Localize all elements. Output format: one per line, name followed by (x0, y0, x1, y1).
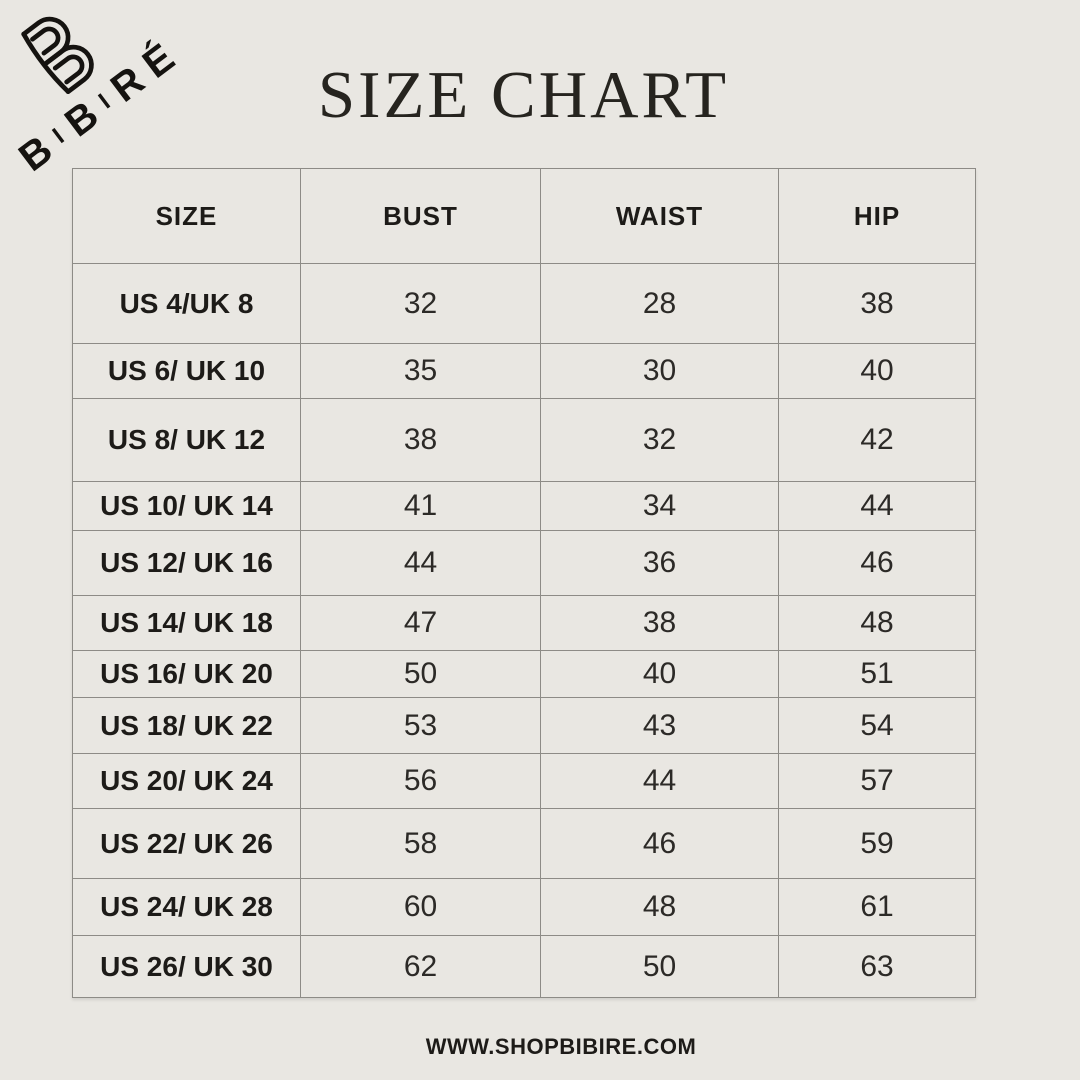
table-row: US 26/ UK 30 62 50 63 (72, 935, 976, 998)
table-row: US 16/ UK 20 50 40 51 (72, 650, 976, 698)
measurement-cell: 40 (540, 650, 779, 698)
brand-logo: BIBIRÉ (0, 0, 239, 228)
table-row: US 20/ UK 24 56 44 57 (72, 753, 976, 809)
measurement-cell: 58 (300, 808, 541, 879)
measurement-cell: 59 (778, 808, 976, 879)
measurement-cell: 63 (778, 935, 976, 998)
size-label-cell: US 10/ UK 14 (72, 481, 301, 531)
size-label-cell: US 26/ UK 30 (72, 935, 301, 998)
measurement-cell: 44 (540, 753, 779, 809)
measurement-cell: 46 (540, 808, 779, 879)
measurement-cell: 42 (778, 398, 976, 482)
measurement-cell: 47 (300, 595, 541, 651)
measurement-cell: 48 (540, 878, 779, 936)
measurement-cell: 62 (300, 935, 541, 998)
column-header-size: SIZE (72, 168, 301, 264)
measurement-cell: 50 (300, 650, 541, 698)
page-title: SIZE CHART (317, 58, 730, 132)
measurement-cell: 44 (300, 530, 541, 596)
column-header-bust: BUST (300, 168, 541, 264)
measurement-cell: 53 (300, 697, 541, 754)
size-label-cell: US 24/ UK 28 (72, 878, 301, 936)
measurement-cell: 57 (778, 753, 976, 809)
table-body: US 4/UK 8 32 28 38 US 6/ UK 10 35 30 40 US 8/ UK… (72, 263, 976, 998)
size-label-cell: US 6/ UK 10 (72, 343, 301, 399)
column-header-waist: WAIST (540, 168, 779, 264)
measurement-cell: 34 (540, 481, 779, 531)
size-label-cell: US 18/ UK 22 (72, 697, 301, 754)
measurement-cell: 32 (300, 263, 541, 344)
measurement-cell: 28 (540, 263, 779, 344)
measurement-cell: 44 (778, 481, 976, 531)
table-row: US 4/UK 8 32 28 38 (72, 263, 976, 344)
size-label-cell: US 12/ UK 16 (72, 530, 301, 596)
measurement-cell: 38 (300, 398, 541, 482)
measurement-cell: 36 (540, 530, 779, 596)
table-row: US 14/ UK 18 47 38 48 (72, 595, 976, 651)
header-row: SIZE BUST WAIST HIP (72, 168, 976, 264)
size-chart-table: SIZE BUST WAIST HIP US 4/UK 8 32 28 38 US 6/… (72, 168, 976, 998)
measurement-cell: 50 (540, 935, 779, 998)
website-url: WWW.SHOPBIBIRE.COM (425, 1034, 697, 1059)
size-label-cell: US 8/ UK 12 (72, 398, 301, 482)
size-label-cell: US 22/ UK 26 (72, 808, 301, 879)
size-label-cell: US 20/ UK 24 (72, 753, 301, 809)
table-row: US 24/ UK 28 60 48 61 (72, 878, 976, 936)
measurement-cell: 48 (778, 595, 976, 651)
table-row: US 12/ UK 16 44 36 46 (72, 530, 976, 596)
bibire-b-monogram-icon (21, 16, 94, 95)
table-row: US 8/ UK 12 38 32 42 (72, 398, 976, 482)
measurement-cell: 30 (540, 343, 779, 399)
table-row: US 22/ UK 26 58 46 59 (72, 808, 976, 879)
measurement-cell: 51 (778, 650, 976, 698)
measurement-cell: 32 (540, 398, 779, 482)
column-header-hip: HIP (778, 168, 976, 264)
measurement-cell: 54 (778, 697, 976, 754)
size-label-cell: US 16/ UK 20 (72, 650, 301, 698)
size-label-cell: US 14/ UK 18 (72, 595, 301, 651)
table-row: US 6/ UK 10 35 30 40 (72, 343, 976, 399)
measurement-cell: 38 (540, 595, 779, 651)
measurement-cell: 38 (778, 263, 976, 344)
size-label-cell: US 4/UK 8 (72, 263, 301, 344)
measurement-cell: 60 (300, 878, 541, 936)
measurement-cell: 46 (778, 530, 976, 596)
measurement-cell: 56 (300, 753, 541, 809)
table-row: US 18/ UK 22 53 43 54 (72, 697, 976, 754)
measurement-cell: 61 (778, 878, 976, 936)
measurement-cell: 43 (540, 697, 779, 754)
measurement-cell: 35 (300, 343, 541, 399)
table-row: US 10/ UK 14 41 34 44 (72, 481, 976, 531)
measurement-cell: 41 (300, 481, 541, 531)
measurement-cell: 40 (778, 343, 976, 399)
